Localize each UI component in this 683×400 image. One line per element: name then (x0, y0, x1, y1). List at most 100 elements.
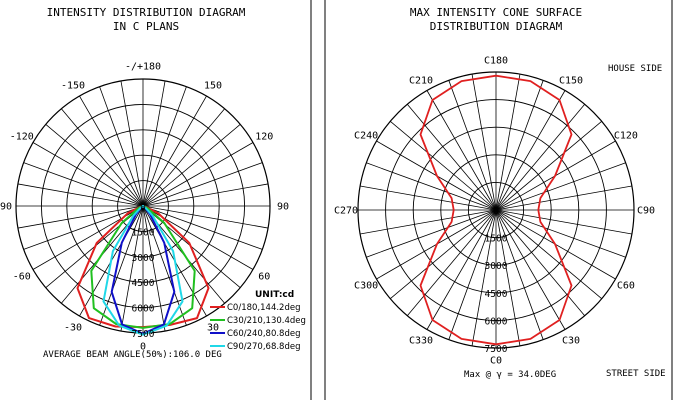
radial-tick-label: 7500 (485, 344, 508, 355)
left-title-line2: IN C PLANS (113, 20, 179, 33)
grid-spoke (17, 183, 144, 207)
grid-spoke (120, 205, 144, 332)
grid-spoke (495, 120, 602, 211)
grid-spoke (471, 74, 497, 211)
radial-tick-label: 4500 (485, 289, 508, 300)
radial-tick-label: 3000 (132, 253, 155, 264)
right-polar-chart: C180 C150 C120 C90 C60 C30 C0 C330 C300 C270 C240 C… (334, 56, 655, 367)
radial-tick-label: 6000 (485, 316, 508, 327)
radial-tick-label: 1500 (485, 234, 508, 245)
angle-label: 90 (277, 202, 289, 213)
angle-label: C60 (617, 281, 635, 292)
grid-spoke (495, 209, 586, 316)
grid-spoke (495, 80, 544, 211)
grid-spoke (426, 209, 497, 330)
grid-spoke (406, 104, 497, 211)
legend-entry: C90/270,68.8deg (227, 342, 301, 352)
radial-tick-label: 7500 (132, 329, 155, 340)
radial-tick-label: 1500 (132, 227, 155, 238)
angle-label: C330 (409, 335, 433, 346)
grid-spoke (448, 80, 497, 211)
angle-label: C0 (490, 356, 502, 367)
left-polar-chart: -/+180 150 120 90 60 30 0 -30 -60 -90 -120 -150 1500… (0, 62, 289, 353)
grid-spoke (495, 185, 632, 211)
radial-tick-label: 3000 (485, 261, 508, 272)
angle-label: C240 (354, 131, 378, 142)
grid-spoke (495, 209, 521, 346)
grid-spoke (495, 90, 566, 211)
angle-label: C90 (637, 206, 655, 217)
angle-label: 30 (207, 323, 219, 334)
grid-spoke (495, 209, 602, 300)
grid-spoke (390, 209, 497, 300)
series-line (102, 205, 184, 336)
grid-spoke (360, 185, 497, 211)
grid-spoke (142, 183, 269, 207)
beam-angle-footer: AVERAGE BEAM ANGLE(50%):106.0 DEG (43, 350, 222, 360)
angle-label: 120 (255, 132, 273, 143)
grid-spoke (142, 86, 187, 207)
grid-spoke (142, 162, 263, 207)
angle-label: C30 (562, 335, 580, 346)
grid-spoke (495, 74, 521, 211)
grid-spoke (495, 209, 626, 258)
angle-label: C180 (484, 56, 508, 67)
grid-spoke (471, 209, 497, 346)
grid-spoke (366, 209, 497, 258)
angle-label: -150 (61, 80, 85, 91)
grid-spoke (23, 205, 144, 250)
grid-spoke (360, 209, 497, 235)
grid-spoke (142, 80, 166, 207)
grid-spoke (142, 205, 269, 229)
grid-spoke (448, 209, 497, 340)
angle-label: 0 (140, 342, 146, 353)
grid-spoke (142, 95, 207, 207)
angle-label: 60 (258, 272, 270, 283)
center-label: 0 (493, 206, 499, 217)
angle-label: C210 (409, 76, 433, 87)
grid-spoke (366, 162, 497, 211)
angle-label: 150 (204, 80, 222, 91)
grid-spoke (120, 80, 144, 207)
unit-label: UNIT:cd (255, 290, 294, 300)
angle-label: -60 (13, 272, 31, 283)
grid-spoke (79, 95, 144, 207)
grid-spoke (390, 120, 497, 211)
angle-label: -120 (10, 132, 34, 143)
grid-spoke (495, 104, 586, 211)
grid-spoke (61, 108, 144, 207)
angle-label: -90 (0, 202, 12, 213)
right-title-line2: DISTRIBUTION DIAGRAM (430, 20, 563, 33)
legend-entry: C0/180,144.2deg (227, 303, 301, 313)
grid-spoke (32, 142, 144, 207)
grid-spoke (142, 142, 254, 207)
grid-spoke (495, 209, 566, 330)
grid-spoke (142, 205, 166, 332)
grid-spoke (406, 209, 497, 316)
grid-spoke (495, 209, 544, 340)
angle-label: C270 (334, 206, 358, 217)
angle-label: C120 (614, 131, 638, 142)
left-title-line1: INTENSITY DISTRIBUTION DIAGRAM (47, 6, 246, 19)
grid-spoke (142, 108, 225, 207)
legend-entry: C30/210,130.4deg (227, 316, 306, 326)
grid-spoke (495, 209, 632, 235)
max-angle-label: Max @ γ = 34.0DEG (464, 370, 556, 380)
radial-tick-label: 6000 (132, 304, 155, 315)
legend: C0/180,144.2deg C30/210,130.4deg C60/240,8… (210, 303, 306, 352)
grid-spoke (495, 162, 626, 211)
radial-tick-label: 4500 (132, 278, 155, 289)
series-line (90, 205, 196, 329)
grid-spoke (99, 86, 144, 207)
angle-label: -/+180 (125, 62, 161, 73)
grid-spoke (17, 205, 144, 229)
house-side-label: HOUSE SIDE (608, 64, 662, 74)
grid-spoke (142, 205, 263, 250)
street-side-label: STREET SIDE (606, 369, 666, 379)
angle-label: C300 (354, 281, 378, 292)
angle-label: -30 (64, 323, 82, 334)
grid-spoke (426, 90, 497, 211)
grid-spoke (23, 162, 144, 207)
grid-spoke (142, 124, 241, 207)
